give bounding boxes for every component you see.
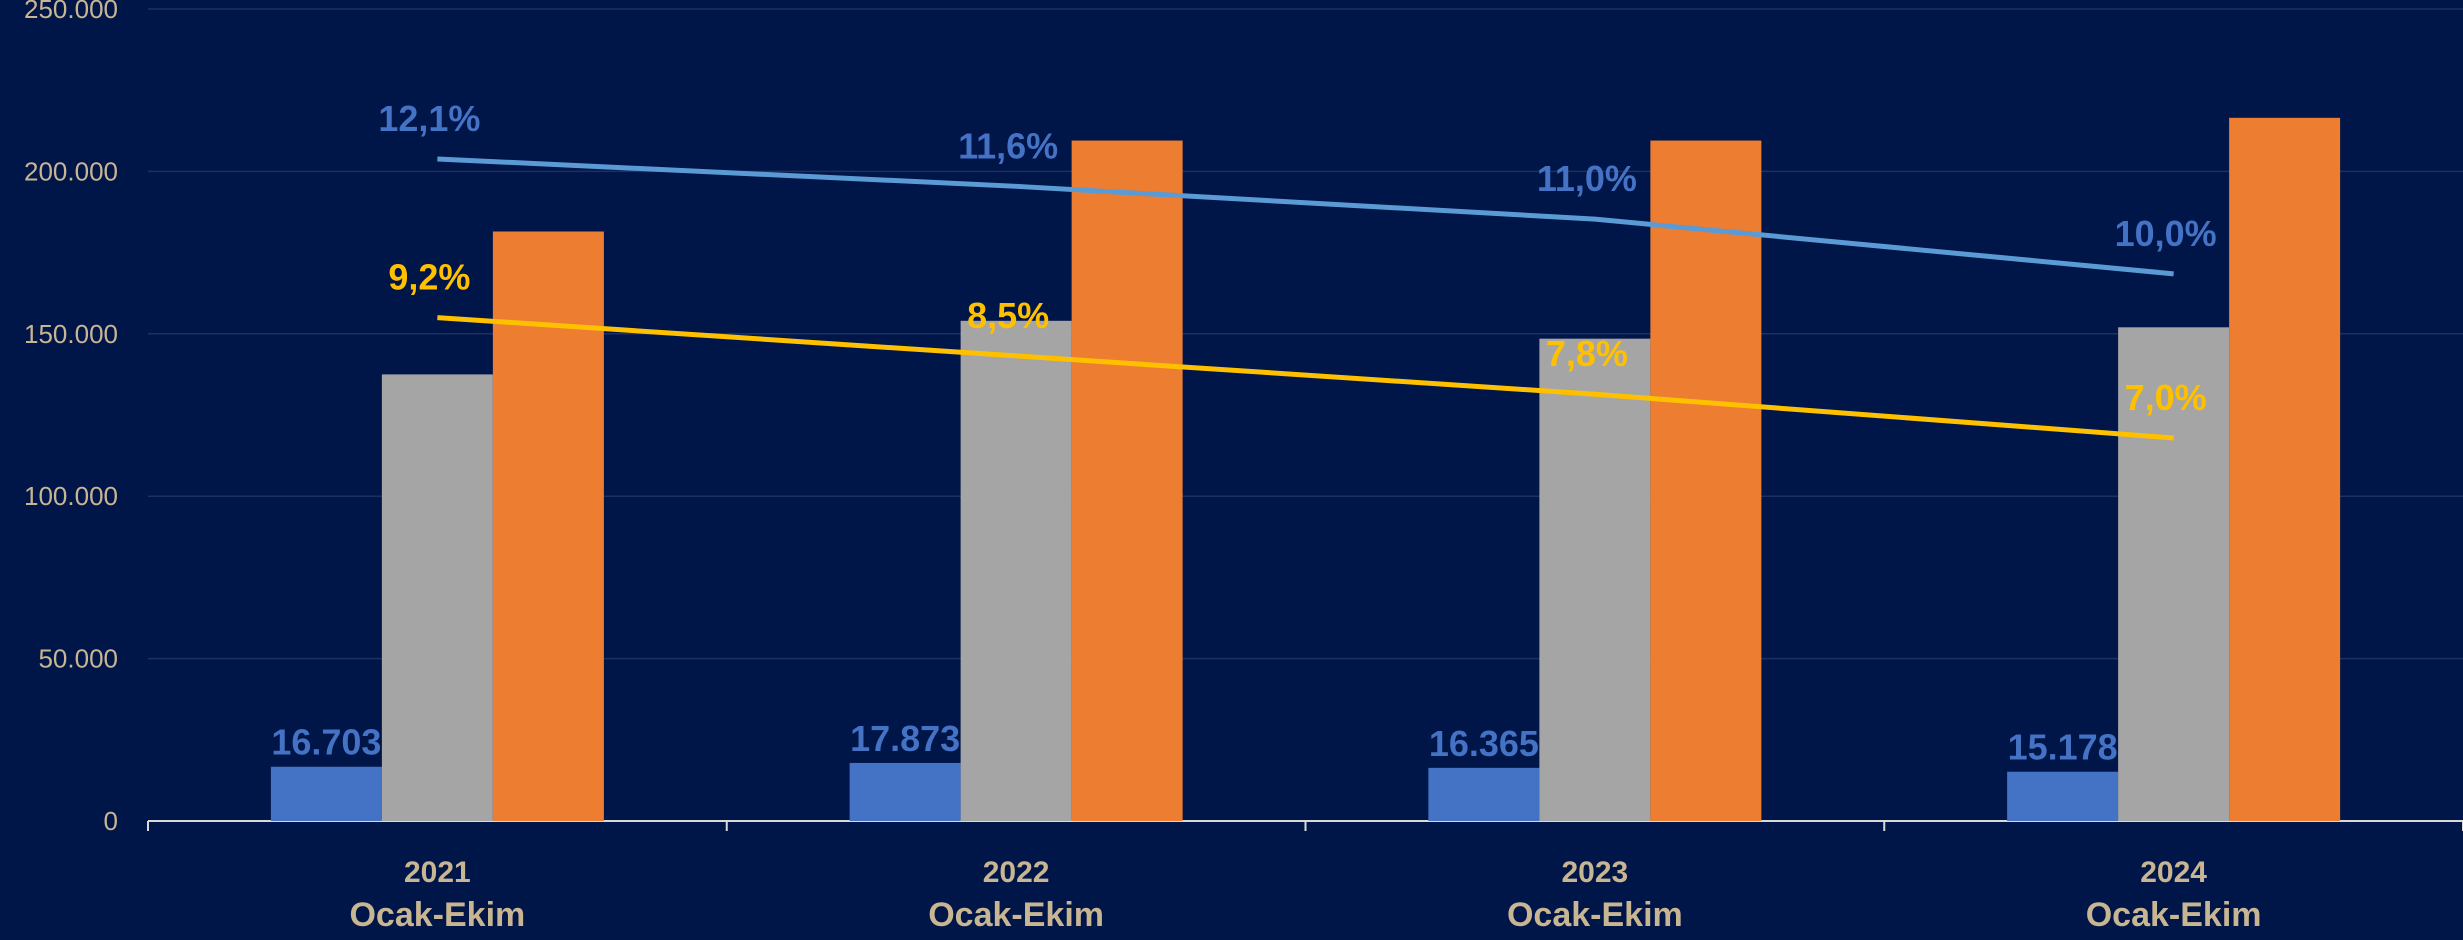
y-tick-label: 0 — [104, 806, 118, 836]
line-data-label: 7,0% — [2125, 377, 2207, 418]
bar-series1 — [849, 762, 961, 821]
line-data-label: 10,0% — [2115, 213, 2217, 254]
bar-series3 — [1650, 140, 1762, 821]
bar-data-label: 16.703 — [271, 722, 381, 763]
category-year-label: 2022 — [983, 856, 1050, 889]
bar-series2 — [1539, 338, 1651, 821]
line-data-label: 11,6% — [958, 125, 1058, 166]
bar-data-label: 16.365 — [1429, 723, 1539, 764]
y-tick-label: 150.000 — [24, 319, 118, 349]
category-period-label: Ocak-Ekim — [2086, 896, 2262, 934]
category-year-label: 2021 — [404, 856, 471, 889]
y-tick-label: 200.000 — [24, 156, 118, 186]
bar-series3 — [2229, 117, 2341, 822]
category-period-label: Ocak-Ekim — [1507, 896, 1683, 934]
bar-data-label: 17.873 — [850, 718, 960, 759]
bar-series3 — [1071, 140, 1183, 821]
bar-data-label: 15.178 — [2008, 727, 2118, 768]
line-data-label: 8,5% — [967, 295, 1049, 336]
line-data-label: 9,2% — [388, 257, 470, 298]
line-data-label: 12,1% — [378, 98, 480, 139]
bar-series1 — [270, 766, 382, 821]
line-data-label: 11,0% — [1537, 158, 1637, 199]
bar-series1 — [2007, 771, 2119, 821]
category-year-label: 2024 — [2140, 856, 2207, 889]
bar-series1 — [1428, 767, 1540, 821]
bar-series2 — [2118, 327, 2230, 821]
category-period-label: Ocak-Ekim — [349, 896, 525, 934]
category-year-label: 2023 — [1562, 856, 1629, 889]
y-tick-label: 250.000 — [24, 0, 118, 24]
y-tick-label: 50.000 — [38, 644, 118, 674]
bar-series2 — [381, 374, 493, 821]
bar-series2 — [960, 320, 1072, 821]
line-series2 — [437, 315, 2174, 441]
line-series1 — [437, 156, 2174, 277]
category-period-label: Ocak-Ekim — [928, 896, 1104, 934]
y-tick-label: 100.000 — [24, 481, 118, 511]
line-data-label: 7,8% — [1546, 333, 1628, 374]
